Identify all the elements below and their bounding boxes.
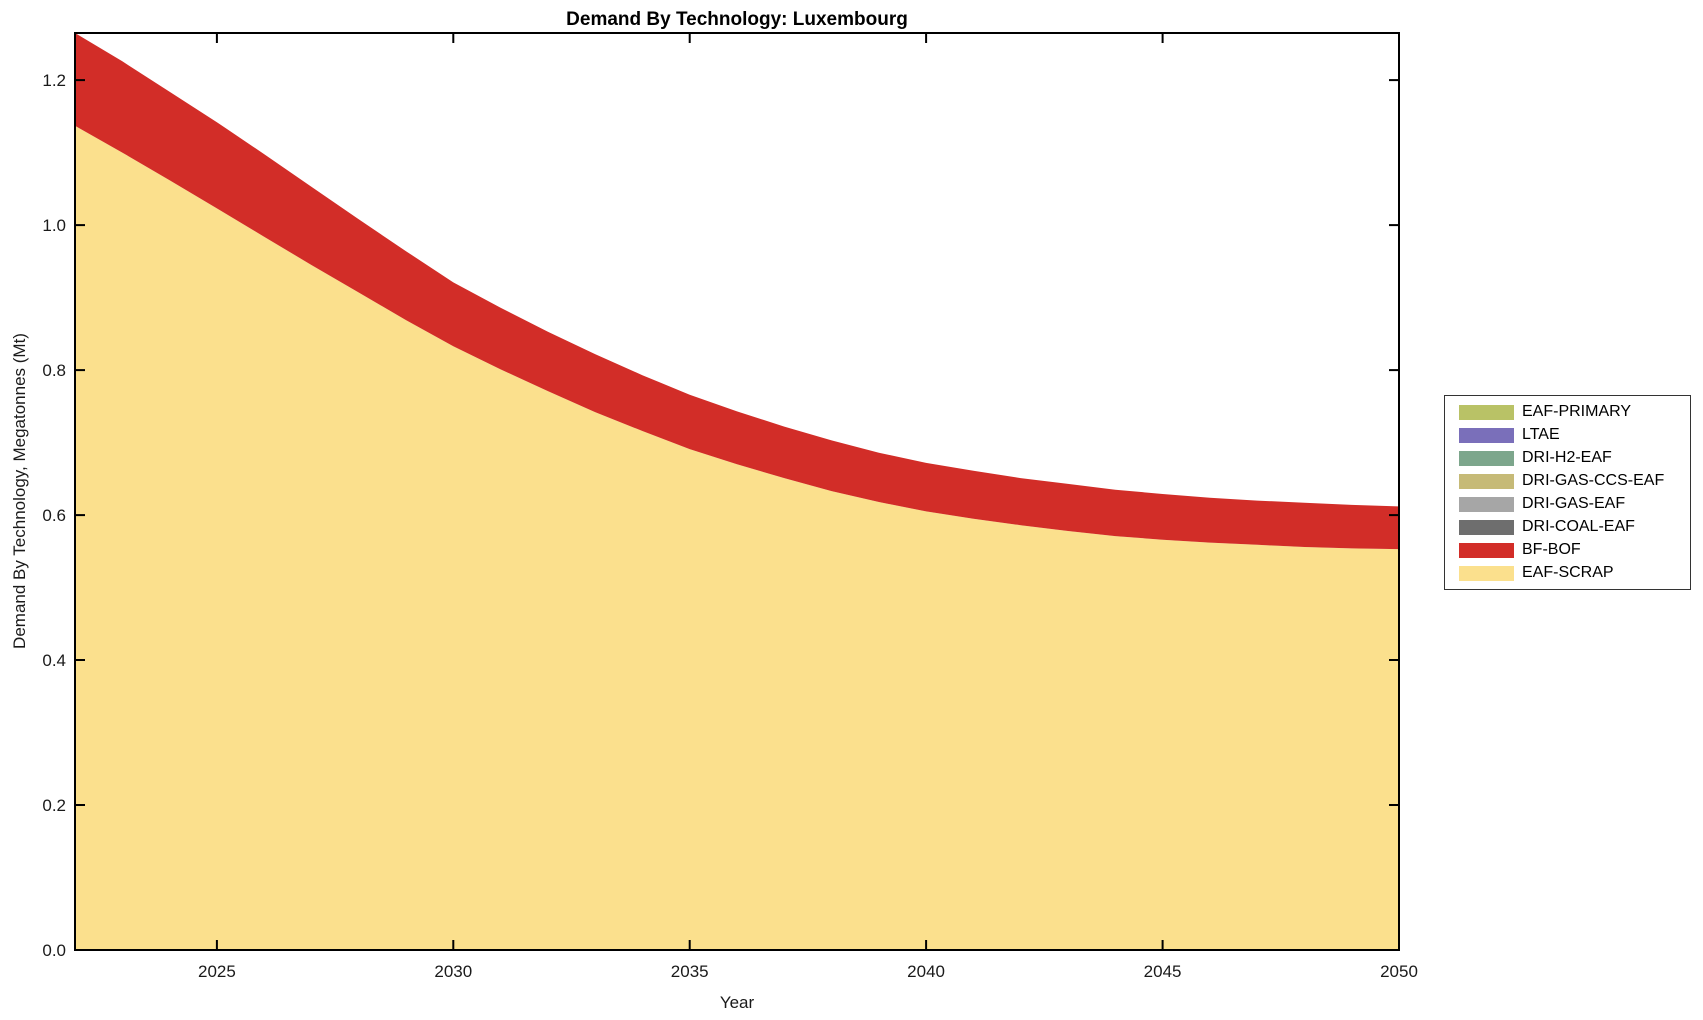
legend-label: BF-BOF bbox=[1522, 541, 1581, 558]
eaf-scrap-swatch-icon bbox=[1459, 565, 1514, 581]
legend-item-dri-gas-eaf: DRI-GAS-EAF bbox=[1459, 493, 1690, 515]
legend-label: LTAE bbox=[1522, 426, 1560, 443]
legend-label: DRI-COAL-EAF bbox=[1522, 518, 1635, 535]
legend-label: DRI-H2-EAF bbox=[1522, 449, 1612, 466]
legend-box: EAF-PRIMARY LTAE DRI-H2-EAF DRI-GAS-CCS-… bbox=[1444, 395, 1691, 590]
dri-h2-eaf-swatch-icon bbox=[1459, 450, 1514, 466]
y-tick-label: 1.2 bbox=[42, 71, 66, 90]
dri-gas-ccs-eaf-swatch-icon bbox=[1459, 473, 1514, 489]
chart-title: Demand By Technology: Luxembourg bbox=[566, 9, 908, 30]
legend-label: DRI-GAS-EAF bbox=[1522, 495, 1626, 512]
x-tick-label: 2040 bbox=[907, 962, 945, 981]
legend-item-ltae: LTAE bbox=[1459, 424, 1690, 446]
area-bf-bof bbox=[75, 33, 1399, 550]
x-tick-label: 2035 bbox=[671, 962, 709, 981]
y-tick-label: 0.0 bbox=[42, 941, 66, 960]
x-tick-label: 2045 bbox=[1144, 962, 1182, 981]
legend-item-eaf-scrap: EAF-SCRAP bbox=[1459, 562, 1690, 584]
plot-border bbox=[74, 32, 1400, 951]
dri-coal-eaf-swatch-icon bbox=[1459, 519, 1514, 535]
y-tick-label: 0.2 bbox=[42, 796, 66, 815]
area-eaf-scrap bbox=[75, 125, 1399, 951]
legend-item-dri-coal-eaf: DRI-COAL-EAF bbox=[1459, 516, 1690, 538]
legend-item-eaf-primary: EAF-PRIMARY bbox=[1459, 401, 1690, 423]
x-tick-label: 2030 bbox=[434, 962, 472, 981]
legend-item-dri-gas-ccs-eaf: DRI-GAS-CCS-EAF bbox=[1459, 470, 1690, 492]
dri-gas-eaf-swatch-icon bbox=[1459, 496, 1514, 512]
axis-ticks: 2025 2030 2035 2040 2045 2050 0.0 0.2 0.4 0.6 0.8 1… bbox=[42, 33, 1418, 981]
legend-label: EAF-SCRAP bbox=[1522, 564, 1614, 581]
eaf-primary-swatch-icon bbox=[1459, 404, 1514, 420]
x-tick-label: 2050 bbox=[1380, 962, 1418, 981]
bf-bof-swatch-icon bbox=[1459, 542, 1514, 558]
y-axis-label: Demand By Technology, Megatonnes (Mt) bbox=[10, 333, 29, 649]
y-tick-label: 0.6 bbox=[42, 506, 66, 525]
legend-label: EAF-PRIMARY bbox=[1522, 403, 1632, 420]
legend-item-dri-h2-eaf: DRI-H2-EAF bbox=[1459, 447, 1690, 469]
y-tick-label: 0.4 bbox=[42, 651, 66, 670]
legend-item-bf-bof: BF-BOF bbox=[1459, 539, 1690, 561]
x-tick-label: 2025 bbox=[198, 962, 236, 981]
y-tick-label: 0.8 bbox=[42, 361, 66, 380]
ltae-swatch-icon bbox=[1459, 427, 1514, 443]
x-axis-label: Year bbox=[720, 993, 755, 1012]
y-tick-label: 1.0 bbox=[42, 216, 66, 235]
legend-label: DRI-GAS-CCS-EAF bbox=[1522, 472, 1665, 489]
